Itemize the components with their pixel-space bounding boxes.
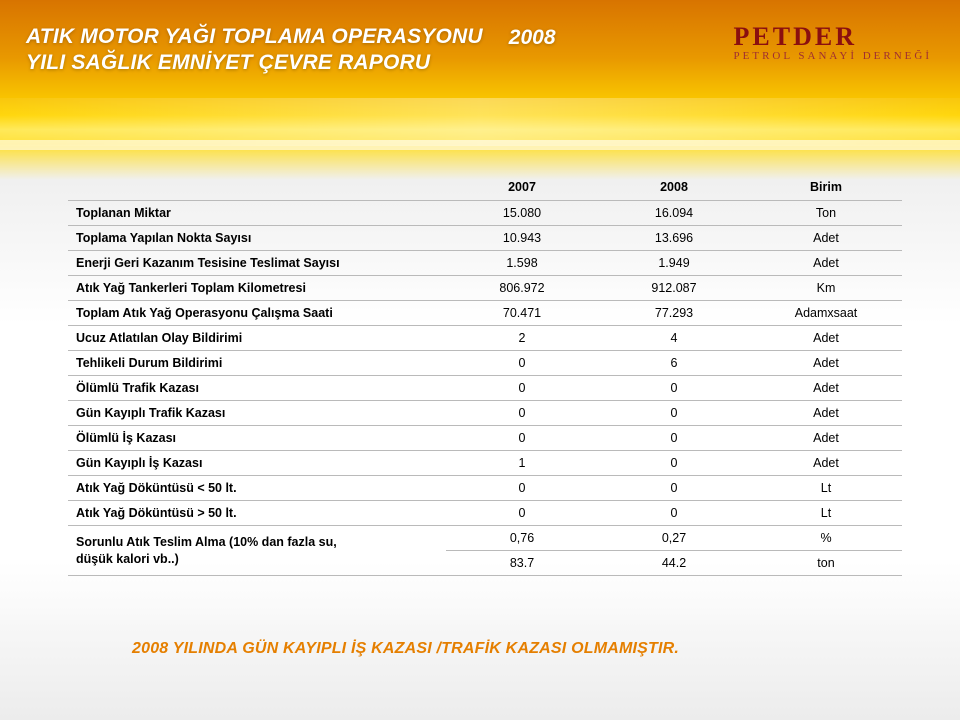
row-2008: 44.2 bbox=[598, 551, 750, 576]
row-2008: 0 bbox=[598, 376, 750, 401]
row-label: Toplanan Miktar bbox=[68, 201, 446, 226]
table-row: Toplanan Miktar15.08016.094Ton bbox=[68, 201, 902, 226]
row-unit: Adet bbox=[750, 226, 902, 251]
table-row: Gün Kayıplı İş Kazası10Adet bbox=[68, 451, 902, 476]
row-unit: Adet bbox=[750, 376, 902, 401]
table-row: Atık Yağ Döküntüsü > 50 lt.00Lt bbox=[68, 501, 902, 526]
table-row: Enerji Geri Kazanım Tesisine Teslimat Sa… bbox=[68, 251, 902, 276]
row-2007: 0 bbox=[446, 351, 598, 376]
row-label: Ölümlü Trafik Kazası bbox=[68, 376, 446, 401]
row-2008: 0 bbox=[598, 476, 750, 501]
row-label: Atık Yağ Döküntüsü > 50 lt. bbox=[68, 501, 446, 526]
row-2008: 13.696 bbox=[598, 226, 750, 251]
brand-logo: PETDER PETROL SANAYİ DERNEĞİ bbox=[734, 22, 932, 62]
row-label: Tehlikeli Durum Bildirimi bbox=[68, 351, 446, 376]
header-year: 2008 bbox=[509, 26, 556, 50]
row-2008: 0 bbox=[598, 401, 750, 426]
title-line-1: ATIK MOTOR YAĞI TOPLAMA OPERASYONU bbox=[26, 25, 483, 48]
table-row: Ucuz Atlatılan Olay Bildirimi24Adet bbox=[68, 326, 902, 351]
row-2007: 0 bbox=[446, 501, 598, 526]
row-unit: Adamxsaat bbox=[750, 301, 902, 326]
table-row: Atık Yağ Döküntüsü < 50 lt.00Lt bbox=[68, 476, 902, 501]
row-unit: ton bbox=[750, 551, 902, 576]
table-row: Toplam Atık Yağ Operasyonu Çalışma Saati… bbox=[68, 301, 902, 326]
table-row: Gün Kayıplı Trafik Kazası00Adet bbox=[68, 401, 902, 426]
row-unit: Km bbox=[750, 276, 902, 301]
brand-subtitle: PETROL SANAYİ DERNEĞİ bbox=[734, 50, 932, 62]
table-row: Ölümlü İş Kazası00Adet bbox=[68, 426, 902, 451]
row-unit: Adet bbox=[750, 401, 902, 426]
footer-note: 2008 YILINDA GÜN KAYIPLI İŞ KAZASI /TRAF… bbox=[132, 640, 679, 658]
row-label: Toplama Yapılan Nokta Sayısı bbox=[68, 226, 446, 251]
row-2008: 0,27 bbox=[598, 526, 750, 551]
row-2008: 1.949 bbox=[598, 251, 750, 276]
row-unit: Adet bbox=[750, 326, 902, 351]
row-2007: 2 bbox=[446, 326, 598, 351]
row-2008: 0 bbox=[598, 451, 750, 476]
row-unit: Adet bbox=[750, 426, 902, 451]
row-unit: Adet bbox=[750, 251, 902, 276]
row-2008: 0 bbox=[598, 426, 750, 451]
row-2007: 0 bbox=[446, 376, 598, 401]
row-unit: Adet bbox=[750, 451, 902, 476]
page-title: ATIK MOTOR YAĞI TOPLAMA OPERASYONU YILI … bbox=[26, 24, 483, 77]
col-2007: 2007 bbox=[446, 176, 598, 201]
row-unit: Adet bbox=[750, 351, 902, 376]
row-unit: Lt bbox=[750, 476, 902, 501]
row-2007: 0 bbox=[446, 401, 598, 426]
row-label: Toplam Atık Yağ Operasyonu Çalışma Saati bbox=[68, 301, 446, 326]
brand-name: PETDER bbox=[734, 22, 932, 52]
row-label: Atık Yağ Döküntüsü < 50 lt. bbox=[68, 476, 446, 501]
row-2007: 1.598 bbox=[446, 251, 598, 276]
row-2007: 83.7 bbox=[446, 551, 598, 576]
row-2007: 0,76 bbox=[446, 526, 598, 551]
table-row: Toplama Yapılan Nokta Sayısı10.94313.696… bbox=[68, 226, 902, 251]
row-label: Gün Kayıplı Trafik Kazası bbox=[68, 401, 446, 426]
row-2007: 0 bbox=[446, 476, 598, 501]
table-row: Tehlikeli Durum Bildirimi06Adet bbox=[68, 351, 902, 376]
row-2008: 4 bbox=[598, 326, 750, 351]
row-label: Sorunlu Atık Teslim Alma (10% dan fazla … bbox=[68, 526, 446, 576]
row-unit: Lt bbox=[750, 501, 902, 526]
row-2008: 6 bbox=[598, 351, 750, 376]
col-unit: Birim bbox=[750, 176, 902, 201]
row-2007: 15.080 bbox=[446, 201, 598, 226]
row-2008: 0 bbox=[598, 501, 750, 526]
table-row-double: Sorunlu Atık Teslim Alma (10% dan fazla … bbox=[68, 526, 902, 551]
table-row: Atık Yağ Tankerleri Toplam Kilometresi80… bbox=[68, 276, 902, 301]
row-label: Gün Kayıplı İş Kazası bbox=[68, 451, 446, 476]
row-2007: 10.943 bbox=[446, 226, 598, 251]
row-unit: Ton bbox=[750, 201, 902, 226]
table-header-row: 2007 2008 Birim bbox=[68, 176, 902, 201]
col-2008: 2008 bbox=[598, 176, 750, 201]
row-2007: 1 bbox=[446, 451, 598, 476]
row-label: Ölümlü İş Kazası bbox=[68, 426, 446, 451]
row-label: Enerji Geri Kazanım Tesisine Teslimat Sa… bbox=[68, 251, 446, 276]
row-unit: % bbox=[750, 526, 902, 551]
row-2008: 16.094 bbox=[598, 201, 750, 226]
row-label: Atık Yağ Tankerleri Toplam Kilometresi bbox=[68, 276, 446, 301]
row-2008: 77.293 bbox=[598, 301, 750, 326]
row-2008: 912.087 bbox=[598, 276, 750, 301]
data-table: 2007 2008 Birim Toplanan Miktar15.08016.… bbox=[68, 176, 902, 576]
gloss-overlay bbox=[0, 98, 960, 146]
row-2007: 70.471 bbox=[446, 301, 598, 326]
row-2007: 0 bbox=[446, 426, 598, 451]
table-row: Ölümlü Trafik Kazası00Adet bbox=[68, 376, 902, 401]
col-label bbox=[68, 176, 446, 201]
row-2007: 806.972 bbox=[446, 276, 598, 301]
title-line-2: YILI SAĞLIK EMNİYET ÇEVRE RAPORU bbox=[26, 51, 430, 74]
row-label: Ucuz Atlatılan Olay Bildirimi bbox=[68, 326, 446, 351]
